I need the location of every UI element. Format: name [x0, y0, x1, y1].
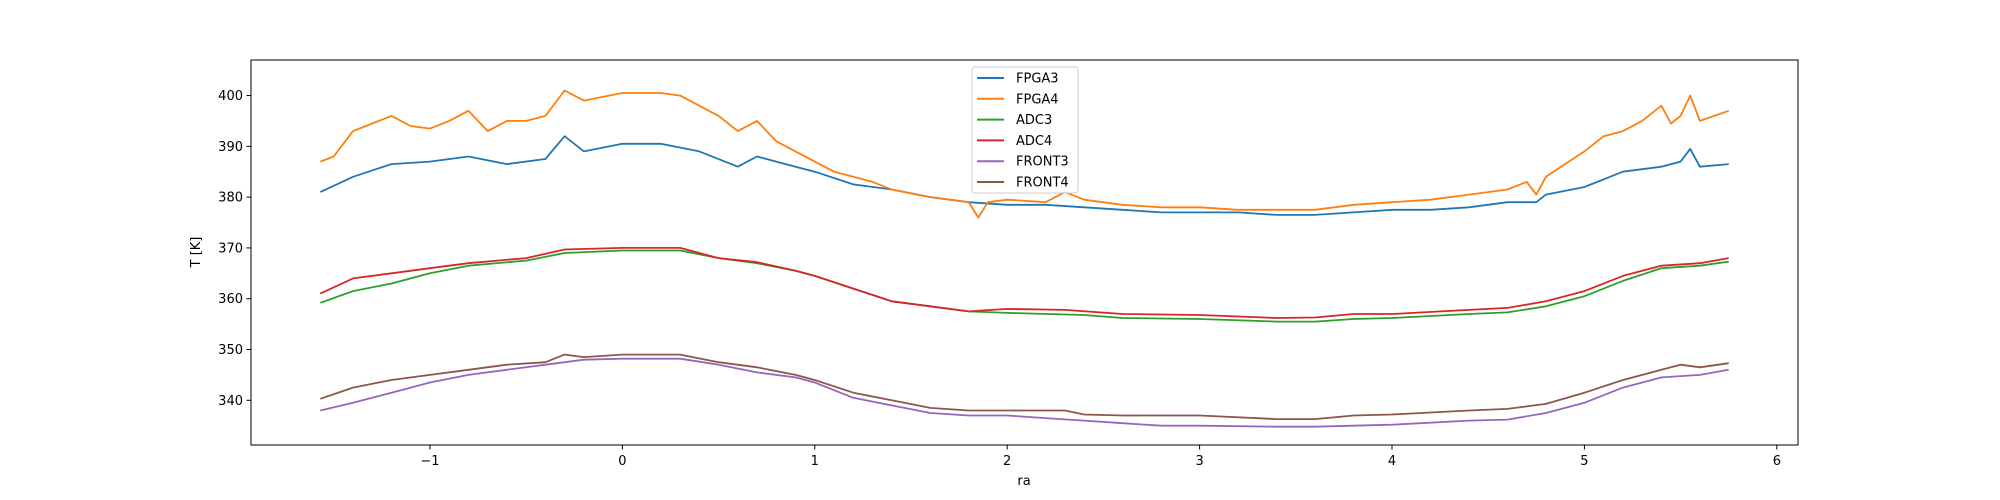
y-tick-label: 400	[218, 89, 243, 104]
y-tick-label: 380	[218, 191, 243, 206]
x-axis-ticks: −1 0 1 2 3 4 5 6	[420, 445, 1781, 469]
x-axis-label: ra	[1017, 474, 1030, 489]
x-tick-label: 4	[1388, 454, 1396, 469]
legend: FPGA3 FPGA4 ADC3 ADC4 FRONT3 FRONT4	[971, 66, 1079, 194]
legend-label: FRONT3	[1016, 155, 1069, 170]
legend-label: FRONT4	[1016, 176, 1069, 191]
x-tick-label: 2	[1003, 454, 1011, 469]
series-line-fpga4	[319, 89, 1729, 219]
legend-label: ADC4	[1016, 134, 1052, 149]
x-tick-label: 5	[1580, 454, 1588, 469]
legend-label: FPGA3	[1016, 72, 1059, 87]
x-tick-label: 3	[1195, 454, 1203, 469]
series-line-front3	[320, 357, 1729, 428]
axes-frame	[250, 59, 1799, 446]
x-tick-label: −1	[420, 454, 439, 469]
y-tick-label: 340	[218, 394, 243, 409]
y-tick-label: 350	[218, 343, 243, 358]
series-line-fpga3	[319, 135, 1729, 216]
x-tick-label: 1	[811, 454, 819, 469]
y-axis-label: T [K]	[189, 237, 204, 269]
y-tick-label: 370	[218, 241, 243, 256]
series-line-adc4	[319, 246, 1729, 319]
legend-label: ADC3	[1016, 113, 1052, 128]
series-layer	[319, 89, 1729, 428]
y-axis-ticks: 340 350 360 370 380 390 400	[218, 89, 251, 409]
series-line-front4	[320, 353, 1729, 421]
y-tick-label: 390	[218, 140, 243, 155]
y-tick-label: 360	[218, 292, 243, 307]
legend-label: FPGA4	[1016, 92, 1059, 107]
x-tick-label: 0	[618, 454, 626, 469]
x-tick-label: 6	[1773, 454, 1781, 469]
